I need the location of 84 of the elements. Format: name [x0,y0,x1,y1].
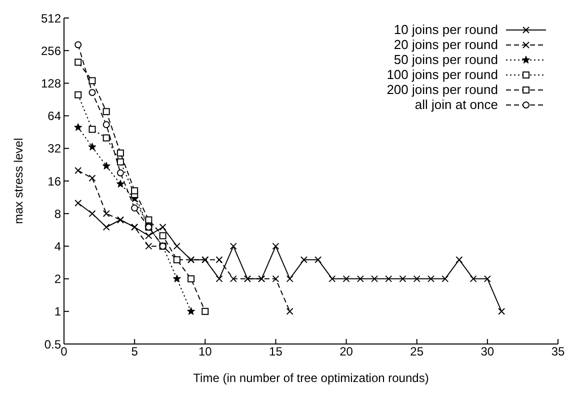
point [145,216,152,224]
point [230,242,237,250]
x-tick-label: 25 [410,344,424,359]
point [173,242,180,250]
point [88,174,96,182]
legend-label: 100 joins per round [386,67,498,82]
point [88,77,96,84]
point [74,41,82,48]
point [356,275,364,282]
point [74,200,82,207]
point [300,256,308,264]
point [88,210,96,218]
point [172,274,181,282]
y-tick-label: 8 [54,206,62,221]
point [102,224,110,231]
point [342,275,350,282]
legend-label: 10 joins per round [394,22,498,37]
y-axis-title: max stress level [11,138,26,224]
point [216,256,223,264]
point [230,275,237,282]
point [371,275,378,282]
point [470,275,477,282]
point [116,180,125,188]
point [131,204,138,212]
point [102,210,110,218]
y-tick-label: 256 [40,44,62,58]
point [216,275,223,282]
x-axis-title: Time (in number of tree optimization rounds) [193,371,429,385]
point [102,134,110,142]
y-tick-label: 1 [54,304,62,319]
point [442,275,449,282]
y-tick-label: 0.5 [44,337,62,352]
y-tick-label: 16 [48,174,62,188]
point [88,89,96,96]
point [74,123,82,131]
x-tick-label: 10 [198,344,212,359]
point [145,242,152,250]
point [272,275,280,282]
y-tick-label: 32 [48,142,62,156]
point [74,58,82,66]
legend-label: 20 joins per round [394,37,498,52]
legend-label: 200 joins per round [386,82,498,97]
point [399,275,406,282]
point [385,275,392,282]
point [74,91,82,98]
point [456,256,463,264]
point [116,169,124,176]
point [116,158,124,166]
legend-label: all join at once [414,97,498,112]
x-tick-label: 15 [269,344,283,359]
point [159,224,166,231]
x-tick-label: 5 [131,344,138,359]
point [272,242,280,250]
point [102,162,110,170]
point [314,256,322,264]
point [159,232,166,240]
x-tick-label: 20 [340,344,354,359]
y-tick-label: 4 [54,239,62,254]
point [484,275,491,282]
point [286,275,294,282]
y-tick-label: 128 [40,76,62,90]
x-tick-label: 35 [551,344,565,359]
point [131,187,138,194]
point [102,121,110,128]
x-tick-label: 0 [60,344,68,359]
point [74,167,82,174]
x-tick-label: 30 [480,344,494,359]
y-tick-label: 64 [48,109,62,124]
legend-label: 50 joins per round [394,52,498,67]
point [286,308,294,315]
point [145,232,152,240]
point [116,150,124,157]
point [188,275,195,282]
point [88,126,96,133]
point [498,308,506,315]
y-tick-label: 2 [54,272,62,286]
point [186,307,196,315]
y-tick-label: 512 [40,11,62,26]
point [202,308,209,315]
point [413,275,420,282]
point [328,275,336,282]
point [102,108,110,116]
point [427,275,434,282]
point [88,142,96,150]
